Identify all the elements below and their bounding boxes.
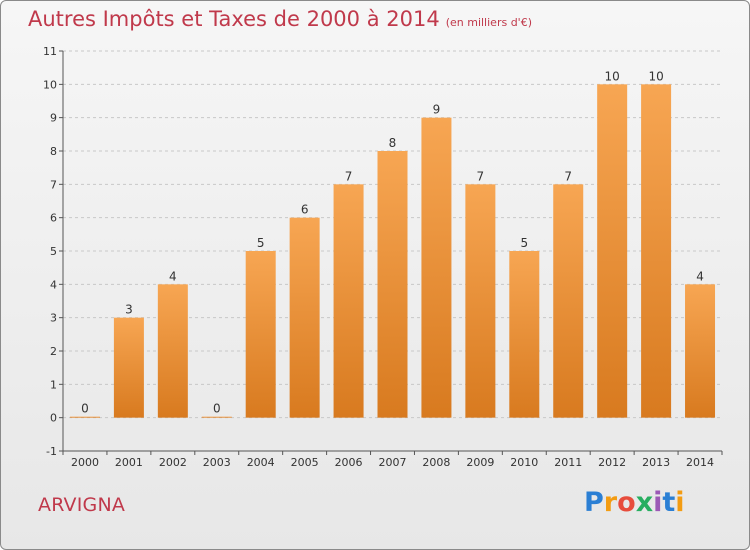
data-label: 7 xyxy=(345,169,353,183)
y-tick-label: 2 xyxy=(50,345,57,358)
logo-letter: i xyxy=(653,487,663,518)
x-tick-label: 2006 xyxy=(335,456,363,469)
logo-letter: r xyxy=(603,487,618,518)
x-tick-label: 2008 xyxy=(422,456,450,469)
y-tick-label: 7 xyxy=(50,178,57,191)
data-label: 7 xyxy=(564,169,572,183)
bar xyxy=(113,317,144,418)
logo-letter: P xyxy=(584,487,604,518)
bar xyxy=(377,151,408,418)
bar xyxy=(69,416,100,418)
data-label: 5 xyxy=(520,236,528,250)
y-tick-label: 4 xyxy=(50,278,57,291)
y-tick-label: 8 xyxy=(50,145,57,158)
proxiti-logo: Proxiti xyxy=(584,487,685,518)
bar xyxy=(465,184,496,418)
bar xyxy=(641,84,672,418)
y-tick-label: 10 xyxy=(43,78,57,91)
bar xyxy=(333,184,364,418)
x-tick-label: 2013 xyxy=(642,456,670,469)
bar xyxy=(597,84,628,418)
data-label: 5 xyxy=(257,236,265,250)
data-label: 10 xyxy=(605,69,620,83)
data-label: 4 xyxy=(169,269,177,283)
logo-letter: o xyxy=(617,487,636,518)
y-tick-label: 0 xyxy=(50,412,57,425)
bar xyxy=(685,284,716,418)
data-label: 7 xyxy=(477,169,485,183)
bar xyxy=(245,251,276,418)
y-tick-label: 1 xyxy=(50,378,57,391)
x-tick-label: 2003 xyxy=(203,456,231,469)
x-tick-label: 2007 xyxy=(379,456,407,469)
data-label: 3 xyxy=(125,303,133,317)
bar xyxy=(421,117,452,418)
x-tick-label: 2009 xyxy=(466,456,494,469)
chart-title-main: Autres Impôts et Taxes de 2000 à 2014 xyxy=(28,7,440,31)
x-tick-label: 2002 xyxy=(159,456,187,469)
logo-letter: x xyxy=(635,487,654,518)
y-tick-label: 9 xyxy=(50,112,57,125)
data-label: 10 xyxy=(648,69,663,83)
y-tick-label: 5 xyxy=(50,245,57,258)
x-tick-label: 2001 xyxy=(115,456,143,469)
data-label: 0 xyxy=(213,402,221,416)
logo-letter: i xyxy=(675,487,685,518)
x-tick-label: 2000 xyxy=(71,456,99,469)
x-tick-label: 2004 xyxy=(247,456,275,469)
data-label: 6 xyxy=(301,203,309,217)
y-tick-label: 3 xyxy=(50,312,57,325)
x-tick-label: 2005 xyxy=(291,456,319,469)
y-tick-label: 11 xyxy=(43,45,57,58)
x-tick-label: 2010 xyxy=(510,456,538,469)
y-tick-label: 6 xyxy=(50,212,57,225)
bar xyxy=(553,184,584,418)
commune-name: ARVIGNA xyxy=(38,494,126,516)
bar xyxy=(201,416,232,418)
x-tick-label: 2014 xyxy=(686,456,714,469)
data-label: 0 xyxy=(81,402,89,416)
chart-title: Autres Impôts et Taxes de 2000 à 2014 (en… xyxy=(28,7,532,31)
logo-letter: t xyxy=(662,487,676,518)
data-label: 9 xyxy=(433,103,441,117)
x-tick-label: 2011 xyxy=(554,456,582,469)
chart-title-unit: (en milliers d'€) xyxy=(445,16,532,29)
data-label: 4 xyxy=(696,269,704,283)
x-tick-label: 2012 xyxy=(598,456,626,469)
bar xyxy=(289,217,320,418)
bar xyxy=(157,284,188,418)
y-tick-label: -1 xyxy=(46,445,57,458)
data-label: 8 xyxy=(389,136,397,150)
bar xyxy=(509,251,540,418)
